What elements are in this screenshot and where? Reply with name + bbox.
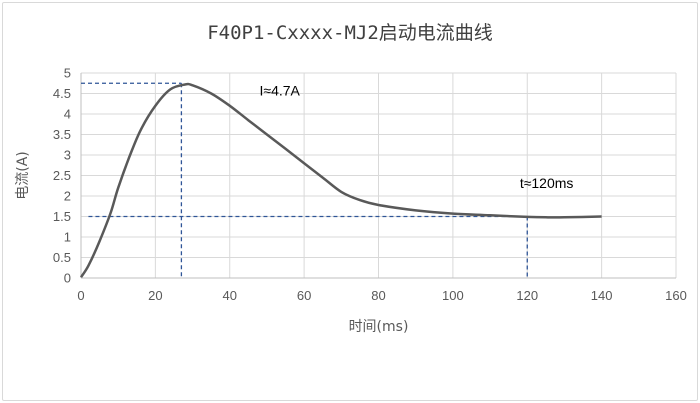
y-tick-label: 0 <box>64 271 71 286</box>
x-axis-label: 时间(ms) <box>349 319 409 335</box>
y-tick-label: 2 <box>64 189 71 204</box>
y-tick-label: 0.5 <box>53 250 71 265</box>
y-tick-label: 5 <box>64 66 71 81</box>
y-axis-label: 电流(A) <box>15 151 31 200</box>
x-tick-label: 100 <box>442 288 464 303</box>
current-curve <box>79 82 602 278</box>
peak-current-annotation: I≈4.7A <box>260 83 301 99</box>
y-tick-label: 4.5 <box>53 86 71 101</box>
y-tick-label: 2.5 <box>53 168 71 183</box>
chart-title: F40P1-Cxxxx-MJ2启动电流曲线 <box>207 22 493 44</box>
y-tick-label: 4 <box>64 107 71 122</box>
x-tick-label: 40 <box>223 288 237 303</box>
y-tick-label: 1.5 <box>53 209 71 224</box>
y-tick-label: 1 <box>64 230 71 245</box>
x-tick-label: 80 <box>371 288 385 303</box>
y-tick-label: 3 <box>64 148 71 163</box>
x-tick-label: 60 <box>297 288 311 303</box>
x-tick-label: 120 <box>516 288 538 303</box>
x-tick-label: 140 <box>591 288 613 303</box>
settle-time-annotation: t≈120ms <box>520 175 574 191</box>
x-tick-label: 0 <box>77 288 84 303</box>
x-tick-label: 160 <box>665 288 687 303</box>
x-tick-label: 20 <box>148 288 162 303</box>
y-tick-label: 3.5 <box>53 127 71 142</box>
